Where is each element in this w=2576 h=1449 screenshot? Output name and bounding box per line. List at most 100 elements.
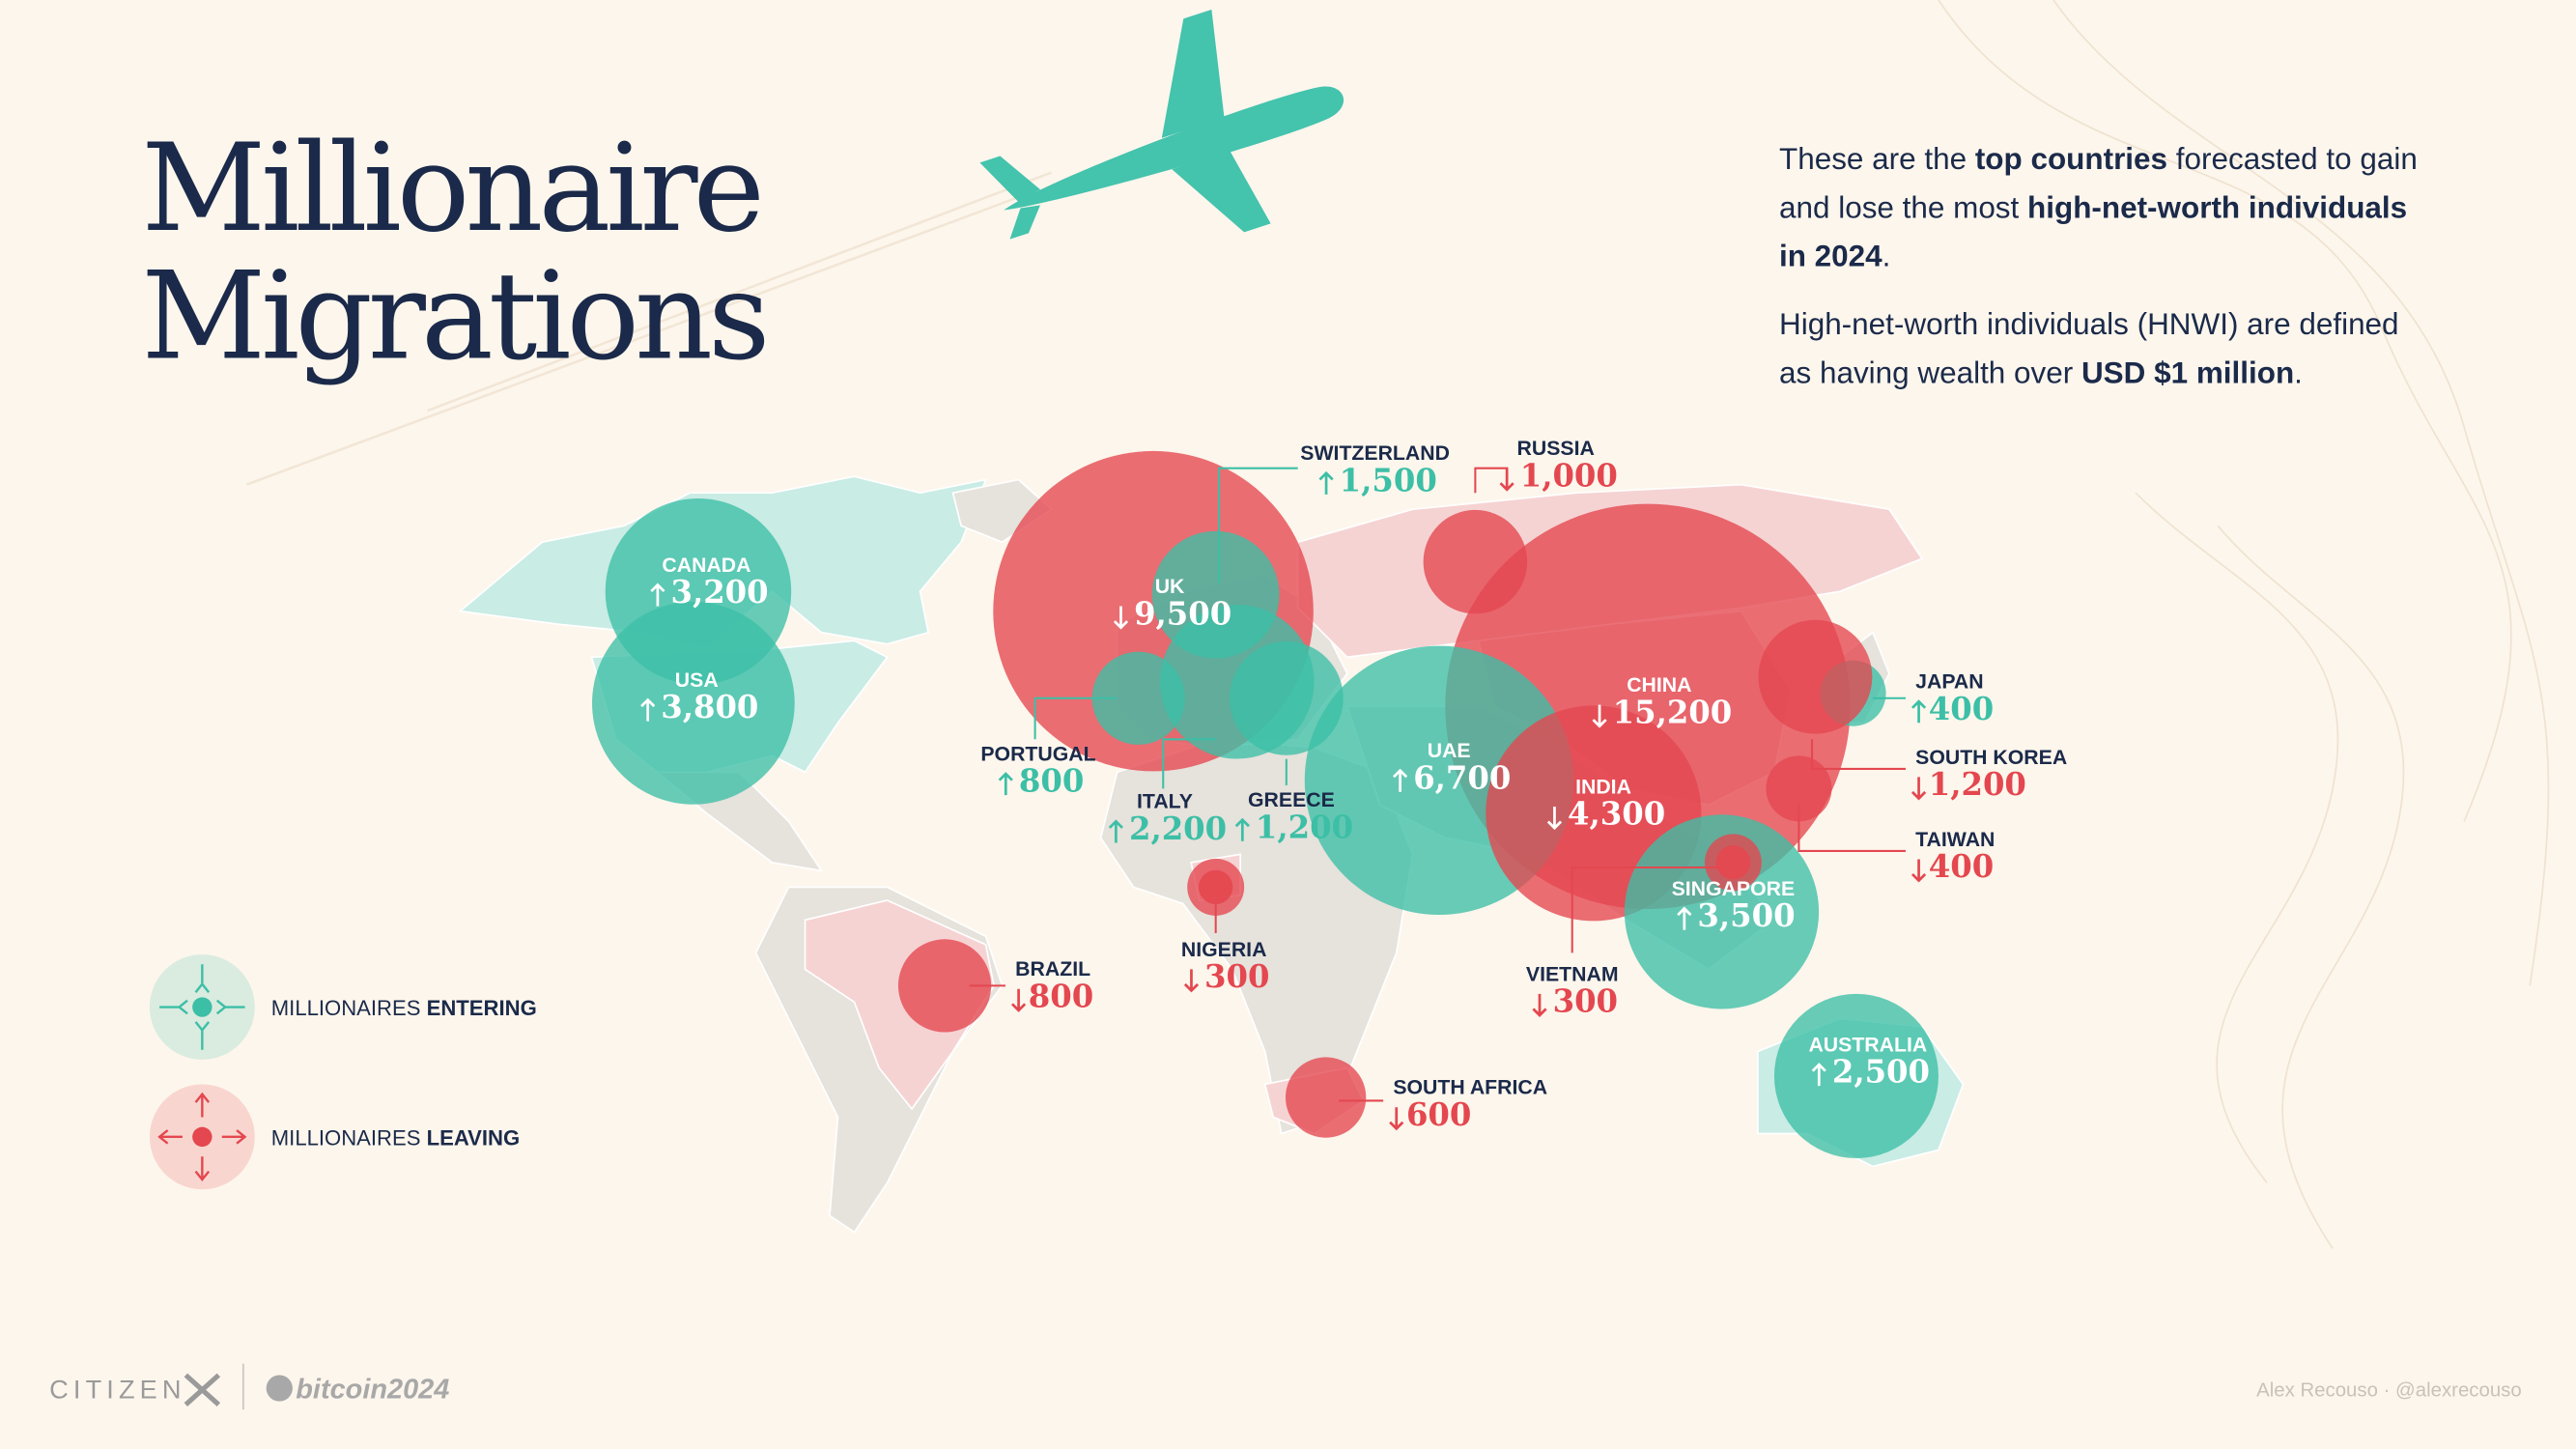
direction-arrow <box>1911 777 1927 801</box>
legend-arrow <box>194 964 211 993</box>
country-name: CHINA <box>1627 673 1691 696</box>
country-value: 9,500 <box>1134 595 1231 632</box>
partner-name: bitcoin2024 <box>296 1374 449 1405</box>
country-value: 3,200 <box>670 574 768 611</box>
bubble <box>1773 993 1939 1158</box>
leader-line <box>1810 739 1906 770</box>
bubble <box>1766 755 1832 822</box>
country-value: 600 <box>1406 1096 1471 1133</box>
title-line: Millionaire <box>141 117 759 259</box>
description-line: High-net-worth individuals (HNWI) are de… <box>1779 307 2399 341</box>
brand-x-icon <box>184 1373 221 1406</box>
country-name: CANADA <box>662 554 750 577</box>
direction-arrow <box>1393 768 1408 792</box>
direction-arrow <box>1532 993 1547 1017</box>
description-text: and lose the most <box>1779 190 2027 224</box>
bubble-core <box>1715 845 1751 880</box>
bubble-core <box>1198 869 1233 905</box>
country-value: 800 <box>1029 979 1093 1015</box>
legend-text: MILLIONAIRES <box>271 996 427 1020</box>
country-value: 400 <box>1929 848 1994 885</box>
country-name: SOUTH KOREA <box>1915 746 2067 769</box>
description-text: . <box>2294 355 2303 389</box>
description-line: These are the top countries forecasted t… <box>1779 142 2418 176</box>
direction-arrow <box>640 697 656 722</box>
country-name: GREECE <box>1248 788 1335 811</box>
leader-line <box>1474 467 1509 494</box>
direction-arrow <box>1183 969 1200 993</box>
bubble <box>1285 1057 1367 1138</box>
country-name: NIGERIA <box>1181 938 1267 961</box>
country-name: TAIWAN <box>1915 828 1995 851</box>
direction-arrow <box>1318 470 1334 495</box>
description-line: as having wealth over USD $1 million. <box>1779 355 2303 389</box>
topo-lines <box>1938 0 2550 1249</box>
country-value: 1,000 <box>1520 457 1618 494</box>
contrails <box>245 171 1053 486</box>
credit: Alex Recouso · @alexrecouso <box>2256 1380 2522 1402</box>
description-text: USD $1 million <box>2081 355 2294 389</box>
description-text: . <box>1882 240 1891 273</box>
legend-arrow <box>221 1129 247 1145</box>
country-name: ITALY <box>1137 790 1193 813</box>
direction-arrow <box>1113 606 1129 630</box>
description-text: High-net-worth individuals (HNWI) are de… <box>1779 307 2399 341</box>
legend-arrow <box>215 999 245 1015</box>
legend-arrow <box>157 1129 183 1145</box>
country-name: INDIA <box>1575 775 1631 798</box>
country-name: UK <box>1155 575 1185 598</box>
country-name: SWITZERLAND <box>1300 441 1450 465</box>
country-value: 3,800 <box>661 689 758 725</box>
legend-arrow <box>159 999 188 1015</box>
direction-arrow <box>1499 468 1514 492</box>
brand-name: CITIZEN <box>49 1374 186 1404</box>
description-text: as having wealth over <box>1779 355 2081 389</box>
direction-arrow <box>1911 859 1927 883</box>
country-name: USA <box>675 668 719 692</box>
leader-line <box>1571 866 1722 953</box>
leader-line <box>1798 805 1906 852</box>
direction-arrow <box>1911 699 1927 724</box>
bubble <box>1624 814 1820 1009</box>
country-name: PORTUGAL <box>980 742 1095 765</box>
legend-text: ENTERING <box>427 996 537 1020</box>
leader-line <box>1033 696 1118 740</box>
bubble <box>1229 640 1344 755</box>
country-name: RUSSIA <box>1517 437 1595 460</box>
description-text: in 2024 <box>1779 240 1882 273</box>
country-name: SOUTH AFRICA <box>1393 1076 1547 1099</box>
country-value: 15,200 <box>1613 694 1733 730</box>
bubble <box>592 602 795 805</box>
country-value: 1,200 <box>1256 809 1353 845</box>
description-line: in 2024. <box>1779 240 1890 273</box>
direction-arrow <box>1546 807 1563 831</box>
country-value: 2,500 <box>1832 1054 1930 1091</box>
country-name: UAE <box>1428 739 1471 762</box>
country-value: 300 <box>1553 983 1618 1020</box>
bubbles <box>592 450 1939 1158</box>
legend-dot <box>192 1126 212 1148</box>
direction-arrow <box>1592 704 1607 728</box>
legend-arrow <box>194 1156 211 1181</box>
description: These are the top countries forecasted t… <box>1779 142 2418 389</box>
legend-arrow <box>194 1021 211 1050</box>
country-name: BRAZIL <box>1015 957 1090 980</box>
direction-arrow <box>1234 817 1250 841</box>
country-name: VIETNAM <box>1526 962 1619 985</box>
legend-arrow <box>194 1092 211 1118</box>
bubble <box>897 939 992 1033</box>
legend-label: MILLIONAIRES LEAVING <box>271 1125 520 1150</box>
bubble <box>1758 619 1873 734</box>
country-value: 400 <box>1929 691 1994 727</box>
direction-arrow <box>1677 906 1692 930</box>
description-line: and lose the most high-net-worth individ… <box>1779 190 2407 224</box>
legend-label: MILLIONAIRES ENTERING <box>271 996 537 1020</box>
direction-arrow <box>1010 988 1027 1012</box>
direction-arrow <box>650 582 665 607</box>
legend-text: LEAVING <box>427 1125 521 1150</box>
title-line: Migrations <box>141 245 765 387</box>
leader-line <box>1162 738 1216 789</box>
